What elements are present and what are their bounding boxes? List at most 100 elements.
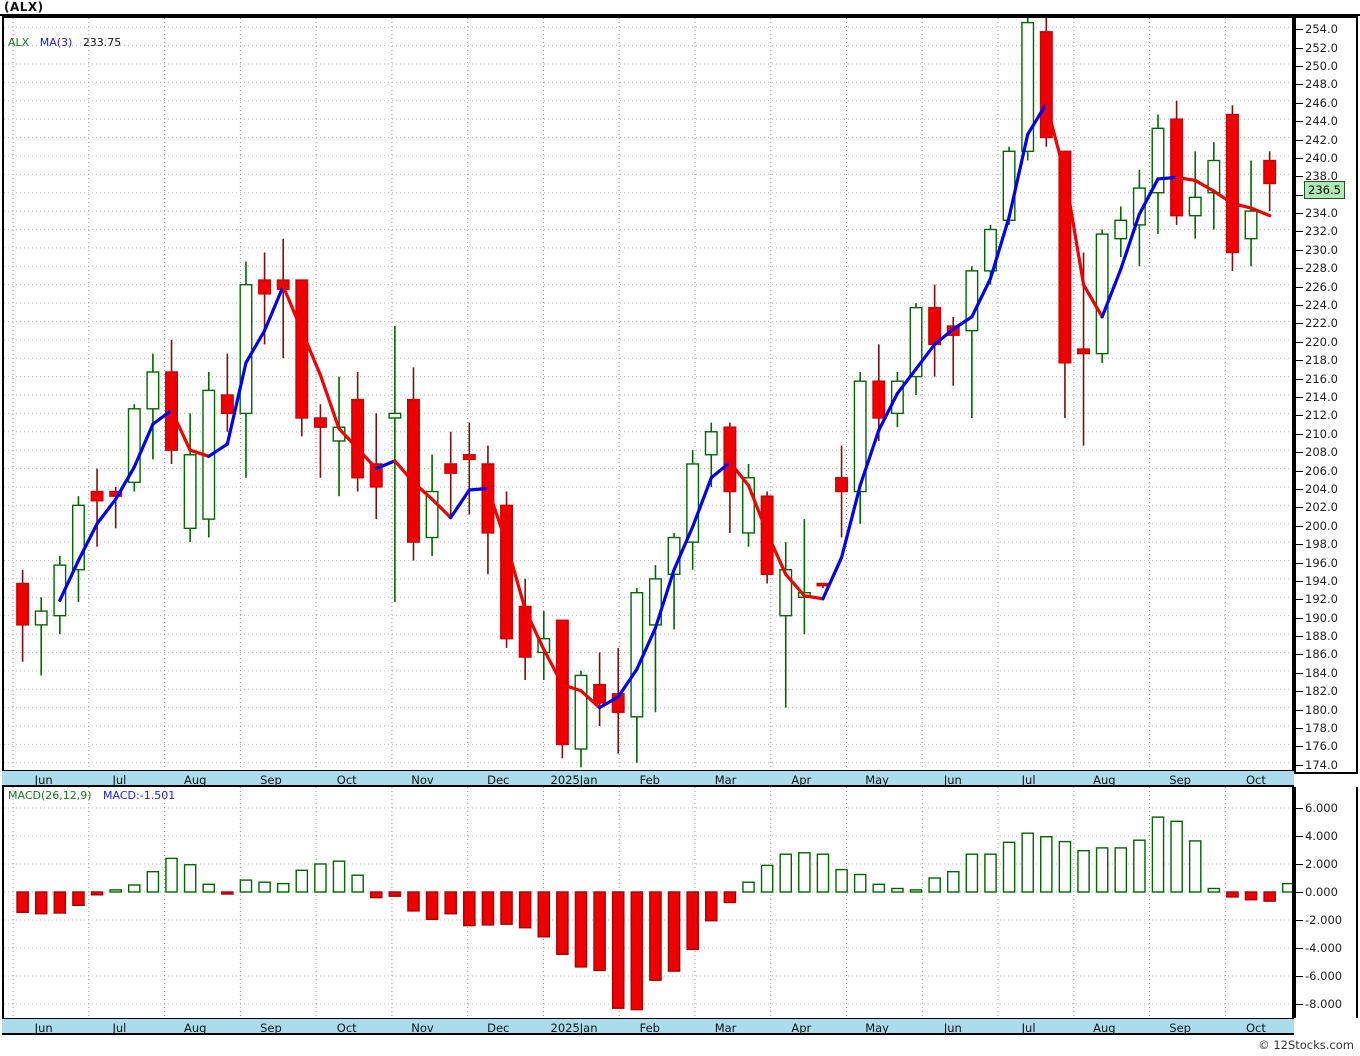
price-tick-label: 222.0 <box>1305 316 1338 331</box>
price-tick-mark <box>1296 746 1303 748</box>
page-title: (ALX) <box>4 0 44 14</box>
price-tick-label: 254.0 <box>1305 22 1338 37</box>
price-tick-mark <box>1296 636 1303 638</box>
price-tick-label: 240.0 <box>1305 150 1338 165</box>
price-tick-label: 252.0 <box>1305 40 1338 55</box>
price-tick-label: 230.0 <box>1305 242 1338 257</box>
macd-tick-mark <box>1296 892 1303 893</box>
price-tick-label: 204.0 <box>1305 481 1338 496</box>
date-axis-label: Jul <box>1021 773 1036 787</box>
legend-ma-indicator: MA(3) <box>39 36 73 49</box>
price-tick-mark <box>1296 452 1303 454</box>
date-axis-label: 2025Jan <box>550 1021 598 1035</box>
date-axis-label: Jun <box>34 773 53 787</box>
price-tick-mark <box>1296 433 1303 435</box>
price-tick-label: 228.0 <box>1305 261 1338 276</box>
date-axis-label: Jun <box>943 773 962 787</box>
price-chart-panel[interactable]: ALX MA(3) 233.75 <box>2 16 1294 774</box>
price-tick-mark <box>1296 709 1303 711</box>
price-tick-label: 208.0 <box>1305 445 1338 460</box>
legend-symbol: ALX <box>8 36 30 49</box>
date-axis-label: Aug <box>1093 773 1116 787</box>
price-tick-label: 192.0 <box>1305 592 1338 607</box>
copyright-label: © 12Stocks.com <box>1258 1038 1354 1052</box>
price-tick-mark <box>1296 29 1303 31</box>
date-axis-label: Dec <box>487 773 510 787</box>
macd-tick-label: -6.000 <box>1305 969 1343 983</box>
date-axis-label: Sep <box>1169 773 1191 787</box>
price-tick-label: 214.0 <box>1305 390 1338 404</box>
date-axis-label: Mar <box>714 773 737 787</box>
price-tick-mark <box>1296 360 1303 362</box>
window-title-bar: (ALX) <box>0 0 1360 15</box>
price-tick-mark <box>1296 672 1303 674</box>
date-axis-label: Oct <box>336 1021 357 1035</box>
price-tick-label: 188.0 <box>1305 629 1338 644</box>
price-tick-label: 234.0 <box>1305 206 1338 221</box>
price-tick-mark <box>1296 341 1303 343</box>
date-axis-label: Jun <box>943 1021 962 1035</box>
price-tick-mark <box>1296 194 1303 196</box>
macd-tick-label: 6.000 <box>1305 801 1338 815</box>
price-tick-mark <box>1296 691 1303 693</box>
price-tick-label: 180.0 <box>1305 702 1338 717</box>
macd-legend-value: MACD:-1.501 <box>103 789 176 802</box>
date-axis-label: Sep <box>260 773 282 787</box>
price-tick-label: 250.0 <box>1305 58 1338 73</box>
price-axis-spine <box>1294 18 1296 772</box>
macd-tick-mark <box>1296 976 1303 977</box>
price-legend: ALX MA(3) 233.75 <box>8 36 121 49</box>
date-axis-label: Aug <box>1093 1021 1116 1035</box>
price-tick-label: 174.0 <box>1305 757 1338 772</box>
price-tick-mark <box>1296 231 1303 233</box>
price-tick-label: 182.0 <box>1305 684 1338 699</box>
price-tick-label: 244.0 <box>1305 114 1338 129</box>
price-tick-mark <box>1296 562 1303 564</box>
price-tick-label: 176.0 <box>1305 739 1338 754</box>
price-tick-mark <box>1296 617 1303 619</box>
macd-tick-mark <box>1296 808 1303 809</box>
price-tick-label: 210.0 <box>1305 426 1338 441</box>
price-tick-label: 178.0 <box>1305 721 1338 736</box>
price-tick-mark <box>1296 544 1303 546</box>
date-axis-label: Nov <box>411 1021 434 1035</box>
price-tick-label: 190.0 <box>1305 610 1338 625</box>
macd-legend-name: MACD(26,12,9) <box>8 789 92 802</box>
date-axis-label: Sep <box>1169 1021 1191 1035</box>
date-axis-label: Jul <box>112 1021 127 1035</box>
macd-chart-panel[interactable]: MACD(26,12,9) MACD:-1.501 <box>2 787 1294 1018</box>
price-tick-label: 220.0 <box>1305 334 1338 349</box>
date-axis-label: Dec <box>487 1021 510 1035</box>
macd-tick-label: -4.000 <box>1305 941 1343 955</box>
date-axis-label: Apr <box>791 773 812 787</box>
macd-tick-label: 0.000 <box>1305 885 1338 899</box>
date-axis-label: Feb <box>639 773 660 787</box>
price-tick-mark <box>1296 176 1303 178</box>
title-divider <box>0 14 1360 16</box>
price-tick-mark <box>1296 102 1303 104</box>
price-tick-label: 184.0 <box>1305 665 1338 680</box>
price-tick-mark <box>1296 323 1303 325</box>
date-axis-label: Jul <box>112 773 127 787</box>
price-tick-label: 200.0 <box>1305 518 1338 533</box>
price-tick-mark <box>1296 507 1303 509</box>
price-tick-label: 202.0 <box>1305 500 1338 515</box>
price-tick-mark <box>1296 139 1303 141</box>
price-tick-mark <box>1296 728 1303 730</box>
last-price-badge: 236.5 <box>1304 181 1345 200</box>
macd-legend: MACD(26,12,9) MACD:-1.501 <box>8 789 175 802</box>
price-tick-label: 186.0 <box>1305 647 1338 662</box>
date-axis-label: Feb <box>639 1021 660 1035</box>
price-tick-label: 218.0 <box>1305 353 1338 368</box>
macd-tick-mark <box>1296 920 1303 921</box>
price-tick-mark <box>1296 397 1303 398</box>
price-tick-mark <box>1296 249 1303 251</box>
price-tick-label: 224.0 <box>1305 298 1338 313</box>
date-axis-label: May <box>865 773 889 787</box>
macd-tick-mark <box>1296 864 1303 865</box>
price-tick-mark <box>1296 654 1303 656</box>
price-tick-label: 242.0 <box>1305 132 1338 147</box>
price-tick-mark <box>1296 525 1303 527</box>
macd-tick-mark <box>1296 948 1303 949</box>
price-tick-mark <box>1296 599 1303 601</box>
